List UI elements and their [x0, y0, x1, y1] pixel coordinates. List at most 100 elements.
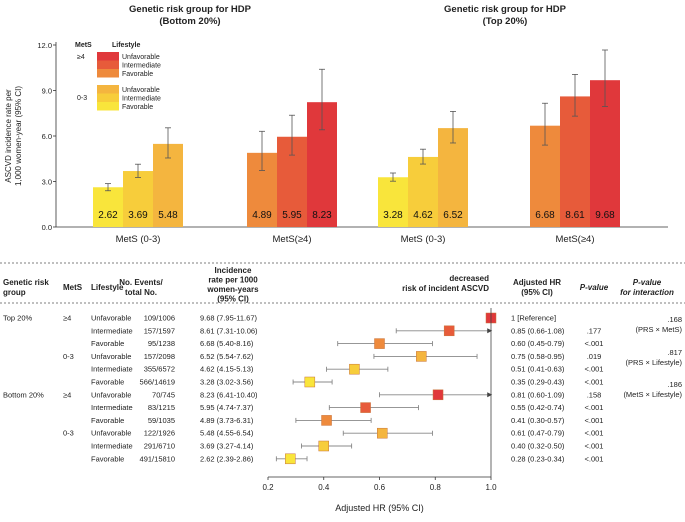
header-incidence: women-years: [206, 285, 259, 294]
legend-label: Favorable: [122, 104, 153, 111]
header-hr: (95% CI): [521, 288, 553, 297]
panel-subtitle: (Bottom 20%): [159, 16, 220, 27]
row-incidence: 4.89 (3.73-6.31): [200, 416, 254, 425]
row-pvalue: <.001: [585, 378, 604, 387]
row-events: 122/1926: [144, 429, 175, 438]
forest-x-label: Adjusted HR (95% CI): [335, 503, 424, 513]
row-incidence: 5.95 (4.74-7.37): [200, 403, 254, 412]
interaction-label: (PRS × Lifestyle): [626, 358, 683, 367]
hr-marker: [443, 325, 455, 337]
row-hr-text: 0.35 (0.29-0.43): [511, 378, 565, 387]
bar: [408, 156, 438, 227]
row-pvalue: <.001: [585, 429, 604, 438]
row-lifestyle: Intermediate: [91, 403, 133, 412]
forest-x-tick-label: 0.4: [318, 483, 330, 492]
bar-value-label: 3.28: [383, 210, 403, 221]
legend-swatch: [97, 85, 119, 94]
legend-label: Intermediate: [122, 95, 161, 102]
header-pvalue: P-value: [580, 283, 609, 292]
hr-marker: [304, 376, 316, 388]
row-events: 491/15810: [140, 454, 175, 463]
hr-marker: [360, 402, 371, 413]
forest-x-tick-label: 0.2: [262, 483, 274, 492]
bar-value-label: 4.89: [252, 210, 272, 221]
header-hr: Adjusted HR: [513, 278, 561, 287]
row-lifestyle: Intermediate: [91, 365, 133, 374]
hr-marker: [374, 338, 385, 349]
y-axis-label-line: 1,000 women-year (95% CI): [14, 86, 23, 186]
legend-swatch: [97, 102, 119, 111]
row-lifestyle: Favorable: [91, 416, 124, 425]
header-pinteraction: P-value: [633, 278, 662, 287]
row-incidence: 9.68 (7.95-11.67): [200, 314, 257, 323]
header-lifestyle: Lifestyle: [91, 283, 124, 292]
header-events: No. Events/: [119, 278, 163, 287]
row-lifestyle: Unfavorable: [91, 352, 131, 361]
hr-marker: [321, 415, 332, 426]
row-events: 355/6572: [144, 365, 175, 374]
row-hr-text: 0.41 (0.30-0.57): [511, 416, 565, 425]
row-hr-text: 0.81 (0.60-1.09): [511, 390, 565, 399]
bar-value-label: 6.52: [443, 210, 463, 221]
row-incidence: 3.69 (3.27-4.14): [200, 442, 254, 451]
row-events: 291/6710: [144, 442, 175, 451]
hr-marker: [285, 453, 296, 465]
interaction-label: (PRS × MetS): [636, 325, 683, 334]
row-hr-text: 0.61 (0.47-0.79): [511, 429, 565, 438]
row-incidence: 6.52 (5.54-7.62): [200, 352, 254, 361]
row-events: 59/1035: [148, 416, 175, 425]
header-incidence: Incidence: [215, 266, 252, 275]
bar: [123, 171, 153, 227]
x-group-label: MetS (0-3): [401, 234, 446, 245]
row-pvalue: <.001: [585, 339, 604, 348]
header-genetic-risk: group: [3, 288, 26, 297]
row-lifestyle: Unfavorable: [91, 429, 131, 438]
y-tick-label: 3.0: [42, 178, 52, 187]
row-events: 566/14619: [140, 378, 175, 387]
legend-swatch: [97, 60, 119, 69]
arrow-note: risk of incident ASCVD: [402, 284, 489, 293]
row-group: Bottom 20%: [3, 390, 44, 399]
x-group-label: MetS(≥4): [556, 234, 595, 245]
row-lifestyle: Unfavorable: [91, 390, 131, 399]
y-axis-label-line: ASCVD incidence rate per: [4, 89, 13, 183]
interaction-label: (MetS × Lifestyle): [623, 390, 682, 399]
header-incidence: rate per 1000: [208, 276, 258, 285]
legend-label: Unfavorable: [122, 87, 160, 94]
bar-value-label: 3.69: [128, 210, 148, 221]
row-group: Top 20%: [3, 314, 33, 323]
row-incidence: 8.61 (7.31-10.06): [200, 326, 258, 335]
x-group-label: MetS(≥4): [273, 234, 312, 245]
hr-marker: [416, 351, 427, 362]
header-pinteraction: for interaction: [620, 288, 674, 297]
y-tick-label: 6.0: [42, 132, 52, 141]
row-pvalue: <.001: [585, 442, 604, 451]
panel-subtitle: (Top 20%): [483, 16, 528, 27]
bar-value-label: 2.62: [98, 210, 118, 221]
header-events: total No.: [125, 288, 157, 297]
y-tick-label: 9.0: [42, 87, 52, 96]
panel-title: Genetic risk group for HDP: [129, 4, 252, 15]
interaction-value: .186: [667, 380, 682, 389]
bar-value-label: 8.23: [312, 210, 332, 221]
row-pvalue: .158: [587, 390, 602, 399]
legend-swatch: [97, 93, 119, 102]
interaction-value: .817: [667, 348, 682, 357]
header-genetic-risk: Genetic risk: [3, 278, 49, 287]
row-mets: ≥4: [63, 390, 71, 399]
row-hr-text: 0.75 (0.58-0.95): [511, 352, 565, 361]
forest-x-tick-label: 0.6: [374, 483, 386, 492]
row-events: 70/745: [152, 390, 175, 399]
bar-value-label: 4.62: [413, 210, 433, 221]
legend-label: Favorable: [122, 71, 153, 78]
hr-marker: [377, 427, 388, 439]
ci-arrow: [487, 328, 493, 334]
y-tick-label: 12.0: [37, 41, 52, 50]
bar-value-label: 5.95: [282, 210, 302, 221]
bar-value-label: 8.61: [565, 210, 585, 221]
row-mets: 0-3: [63, 352, 74, 361]
legend-swatch: [97, 52, 119, 61]
row-pvalue: <.001: [585, 365, 604, 374]
legend-header-mets: MetS: [75, 42, 92, 49]
